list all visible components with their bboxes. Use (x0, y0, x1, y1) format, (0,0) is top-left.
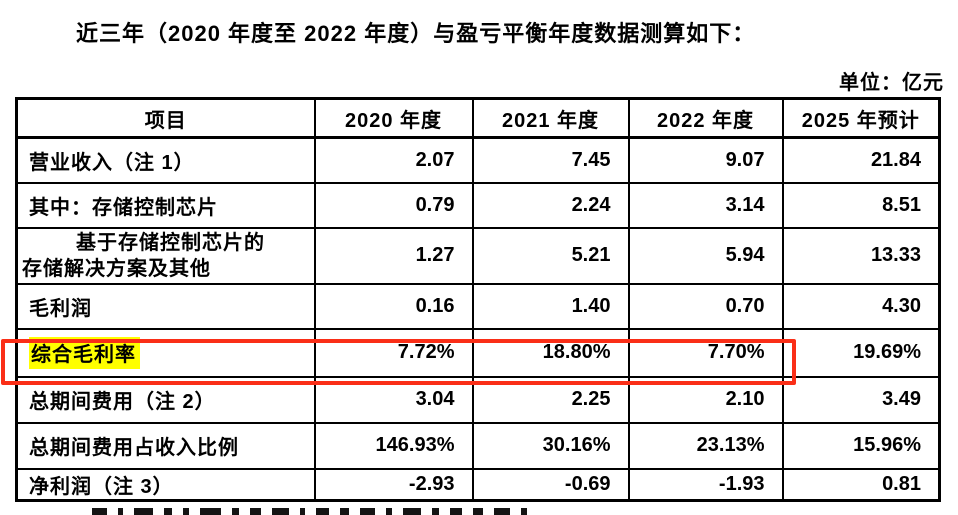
financial-table: 项目 2020 年度 2021 年度 2022 年度 2025 年预计 营业收入… (15, 97, 941, 502)
column-header-2020: 2020 年度 (313, 97, 474, 139)
cell-value: 2.25 (471, 375, 630, 424)
column-header-2021: 2021 年度 (471, 97, 630, 139)
table-row-highlighted: 综合毛利率 7.72% 18.80% 7.70% 19.69% (15, 327, 941, 378)
cell-value: 7.45 (471, 136, 630, 184)
cell-value: 2.10 (627, 375, 784, 424)
cell-value: 0.16 (313, 282, 474, 330)
row-label: 其中：存储控制芯片 (15, 181, 316, 229)
table-row: 其中：存储控制芯片 0.79 2.24 3.14 8.51 (15, 181, 941, 229)
table-header-row: 项目 2020 年度 2021 年度 2022 年度 2025 年预计 (15, 97, 941, 139)
cell-value: 3.14 (627, 181, 784, 229)
cell-value: 5.21 (471, 226, 630, 285)
cell-value: -1.93 (627, 467, 784, 501)
row-label: 净利润（注 3） (15, 467, 316, 501)
cell-value: 9.07 (627, 136, 784, 184)
table-row: 总期间费用占收入比例 146.93% 30.16% 23.13% 15.96% (15, 421, 941, 470)
cell-value: 2.07 (313, 136, 474, 184)
cell-value: 7.70% (627, 327, 784, 378)
cell-value: 23.13% (627, 421, 784, 470)
cell-value: 5.94 (627, 226, 784, 285)
cell-value: 3.49 (781, 375, 941, 424)
cell-value: 8.51 (781, 181, 941, 229)
row-label: 总期间费用（注 2） (15, 375, 316, 424)
cell-value: 0.70 (627, 282, 784, 330)
table-row: 毛利润 0.16 1.40 0.70 4.30 (15, 282, 941, 330)
document-title: 近三年（2020 年度至 2022 年度）与盈亏平衡年度数据测算如下： (76, 21, 756, 46)
column-header-item: 项目 (15, 97, 316, 139)
cell-value: 21.84 (781, 136, 941, 184)
table-row: 基于存储控制芯片的 存储解决方案及其他 1.27 5.21 5.94 13.33 (15, 226, 941, 285)
column-header-2025: 2025 年预计 (781, 97, 941, 139)
cell-value: -2.93 (313, 467, 474, 501)
cell-value: -0.69 (471, 467, 630, 501)
cell-value: 30.16% (471, 421, 630, 470)
table-row: 营业收入（注 1） 2.07 7.45 9.07 21.84 (15, 136, 941, 184)
cell-value: 3.04 (313, 375, 474, 424)
column-header-2022: 2022 年度 (627, 97, 784, 139)
cell-value: 0.81 (781, 467, 941, 501)
cell-value: 7.72% (313, 327, 474, 378)
cell-value: 15.96% (781, 421, 941, 470)
row-label: 基于存储控制芯片的 存储解决方案及其他 (15, 226, 316, 285)
cell-value: 1.27 (313, 226, 474, 285)
cell-value: 13.33 (781, 226, 941, 285)
row-label: 总期间费用占收入比例 (15, 421, 316, 470)
highlighted-label: 综合毛利率 (29, 336, 140, 369)
cell-value: 18.80% (471, 327, 630, 378)
cell-value: 19.69% (781, 327, 941, 378)
cell-value: 4.30 (781, 282, 941, 330)
cell-value: 2.24 (471, 181, 630, 229)
cell-value: 0.79 (313, 181, 474, 229)
clipped-note-fragments (92, 508, 527, 515)
row-label: 毛利润 (15, 282, 316, 330)
row-label-line2: 存储解决方案及其他 (22, 257, 211, 280)
row-label: 营业收入（注 1） (15, 136, 316, 184)
row-label-line1: 基于存储控制芯片的 (76, 231, 265, 254)
row-label: 综合毛利率 (15, 327, 316, 378)
table-row: 总期间费用（注 2） 3.04 2.25 2.10 3.49 (15, 375, 941, 424)
cell-value: 1.40 (471, 282, 630, 330)
table-row: 净利润（注 3） -2.93 -0.69 -1.93 0.81 (15, 467, 941, 501)
cell-value: 146.93% (313, 421, 474, 470)
unit-label: 单位：亿元 (839, 72, 944, 94)
